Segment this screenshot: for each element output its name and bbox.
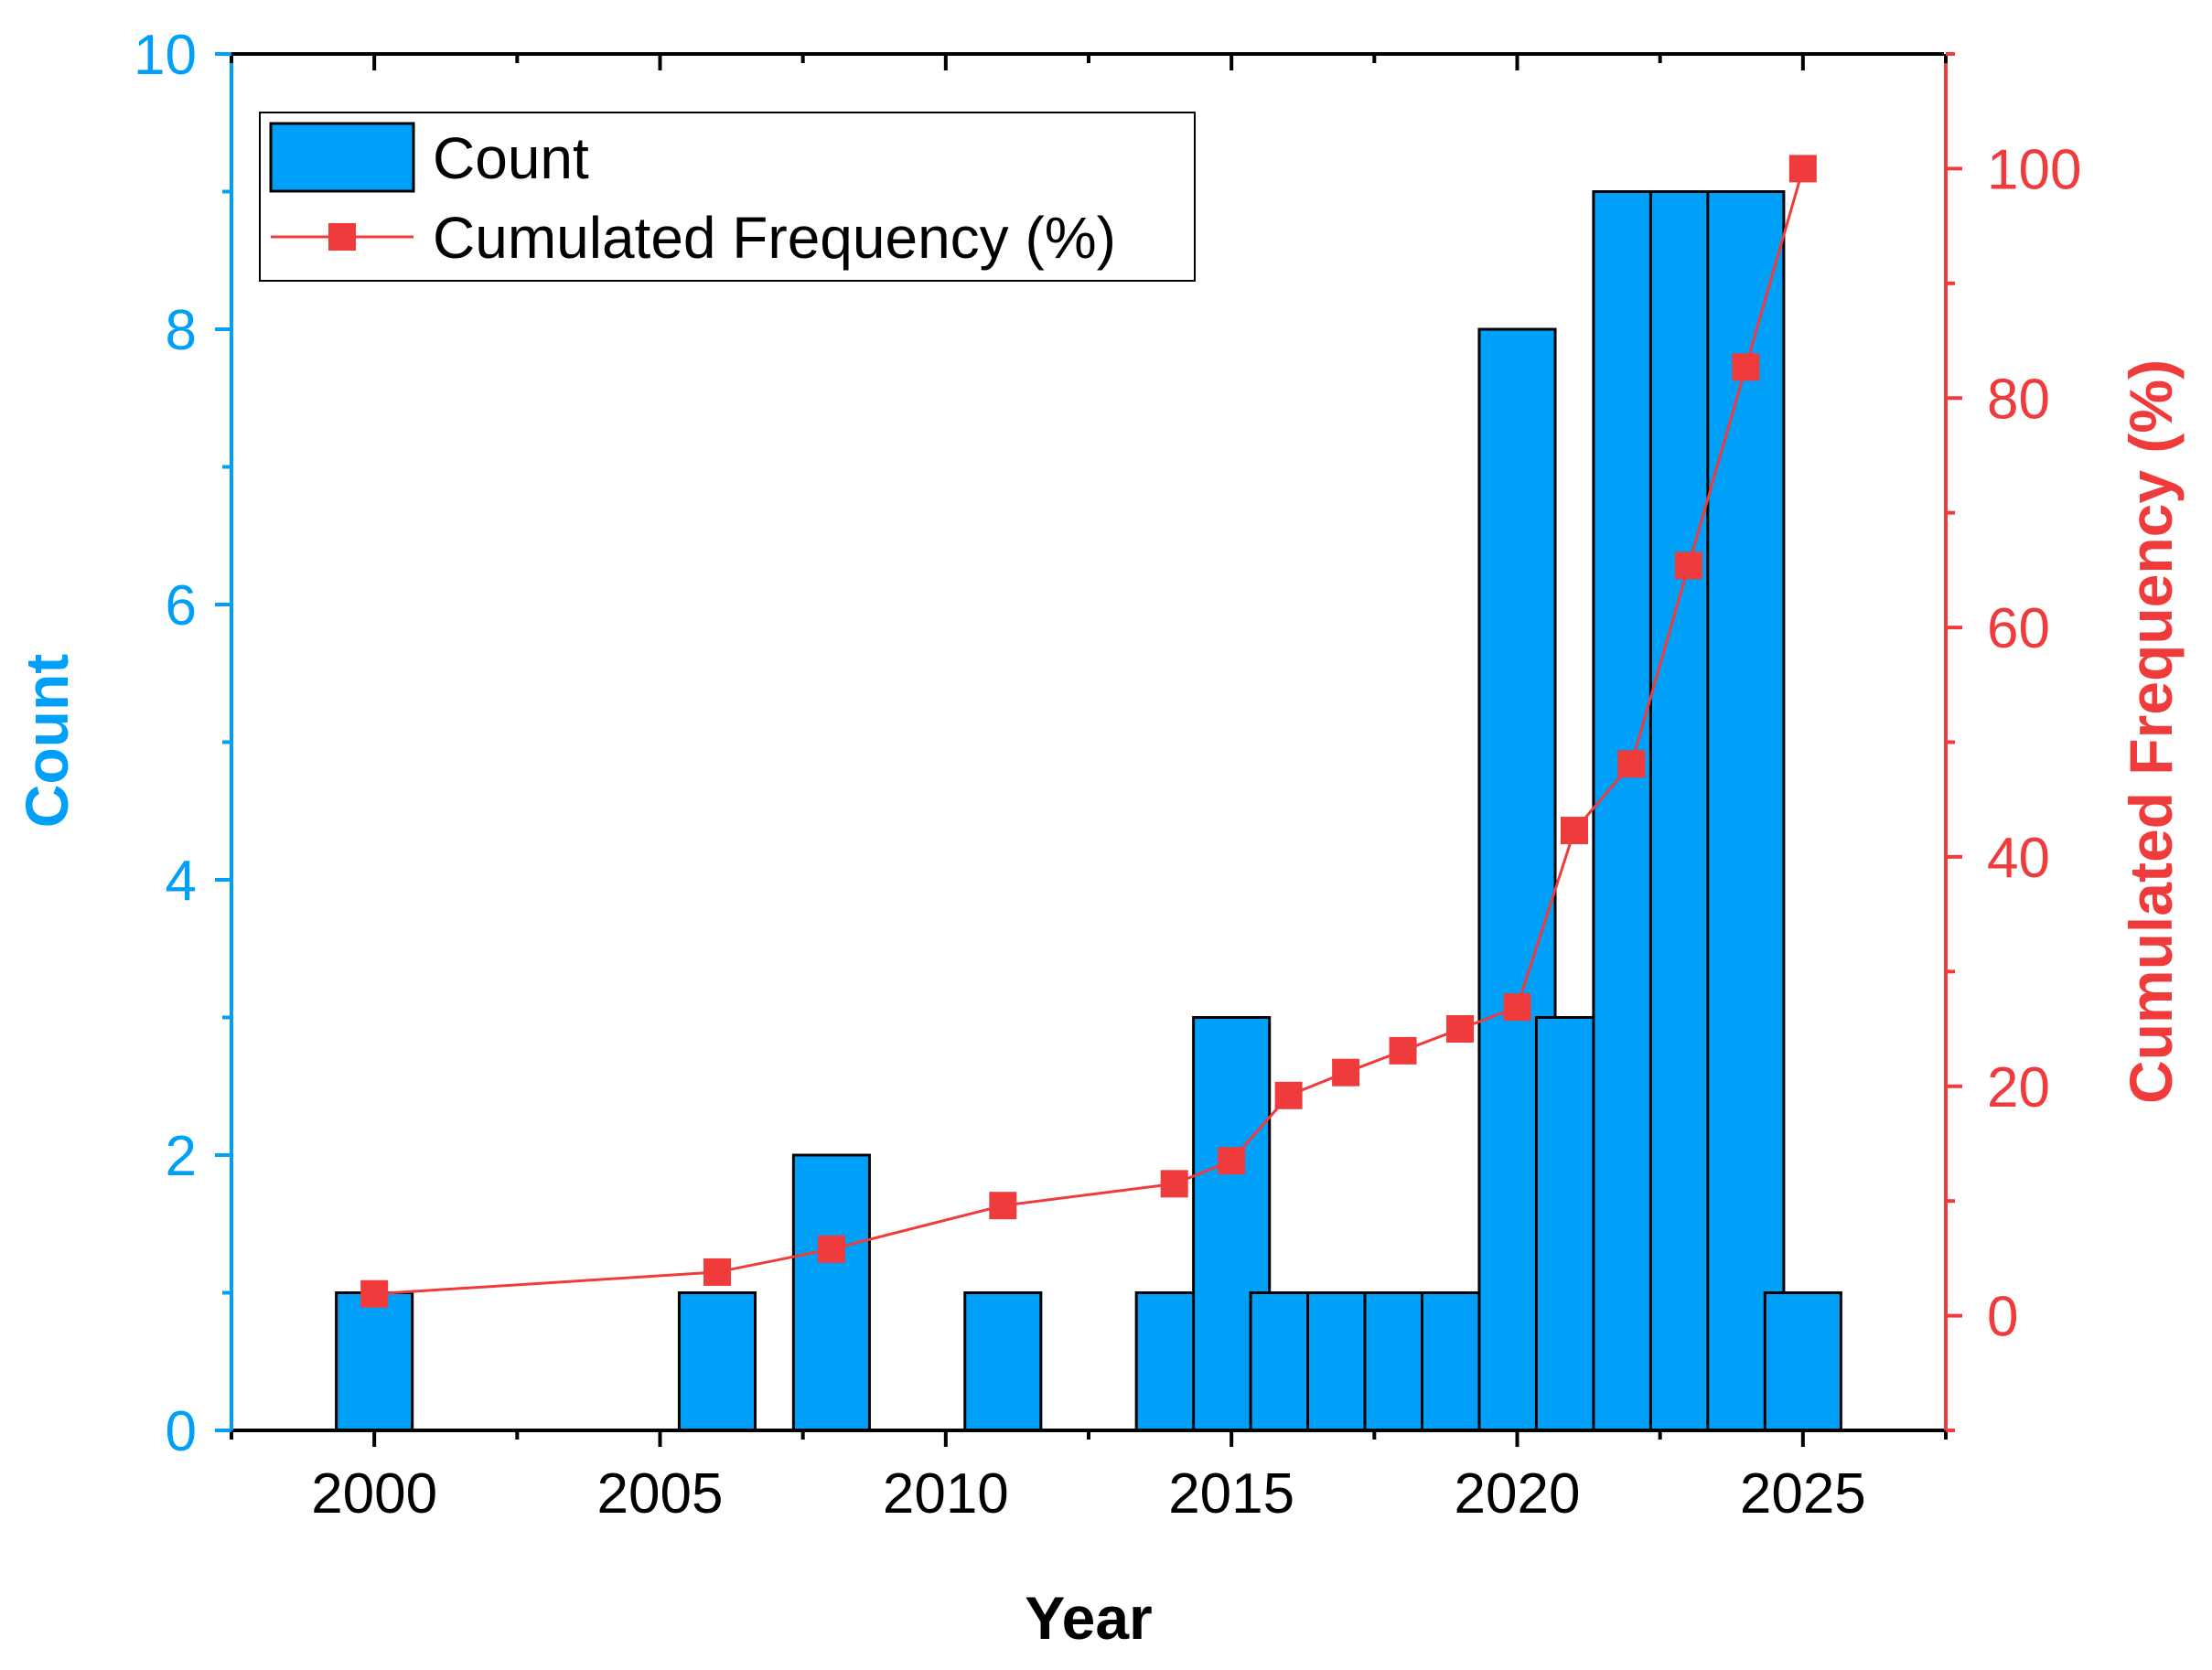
y-axis-title-right: Cumulated Frequency (%) [2117, 359, 2185, 1104]
cumulated-point-2018 [1389, 1036, 1417, 1065]
x-tick-label: 2015 [1168, 1462, 1294, 1525]
x-tick-label: 2025 [1740, 1462, 1866, 1525]
cumulated-point-2017 [1332, 1058, 1360, 1087]
count-bar-2025 [1763, 1291, 1842, 1432]
cumulated-point-2000 [360, 1279, 389, 1308]
legend: Count Cumulated Frequency (%) [259, 112, 1196, 282]
legend-count-label: Count [433, 125, 589, 191]
x-tick-label: 2020 [1455, 1462, 1581, 1525]
y-tick-label-left: 8 [166, 299, 197, 362]
y-tick-label-left: 6 [166, 574, 197, 637]
y-tick-label-right: 20 [1987, 1056, 2050, 1119]
y-axis-title-left: Count [13, 654, 81, 829]
cumulated-frequency-line [374, 168, 1805, 1296]
count-bars [335, 190, 1842, 1432]
y-tick-label-left: 10 [134, 24, 197, 87]
count-bar-2008 [791, 1153, 871, 1432]
cumulated-point-2022 [1617, 750, 1646, 778]
y-tick-label-left: 4 [166, 850, 197, 913]
cumulated-point-2020 [1503, 993, 1531, 1022]
cumulated-point-2023 [1674, 551, 1702, 580]
x-tick-label: 2010 [883, 1462, 1009, 1525]
legend-box [259, 112, 1196, 282]
count-bar-2006 [677, 1291, 757, 1432]
x-tick-label: 2005 [597, 1462, 724, 1525]
count-bar-2011 [963, 1291, 1043, 1432]
y-tick-label-right: 100 [1987, 138, 2081, 201]
cumulated-point-2008 [817, 1235, 845, 1263]
legend-count-swatch [269, 122, 415, 193]
legend-cumulated-marker [328, 223, 356, 251]
cumulated-point-2006 [703, 1258, 731, 1286]
x-tick-label: 2000 [311, 1462, 437, 1525]
y-tick-label-right: 60 [1987, 597, 2050, 660]
cumulated-point-2015 [1218, 1147, 1246, 1175]
y-tick-label-right: 80 [1987, 368, 2050, 431]
cumulated-point-2014 [1160, 1170, 1188, 1198]
cumulated-point-2024 [1732, 353, 1760, 381]
cumulated-point-2021 [1560, 817, 1588, 845]
cumulated-point-2011 [989, 1192, 1017, 1220]
count-bar-2024 [1706, 190, 1786, 1432]
y-tick-label-left: 0 [166, 1400, 197, 1463]
y-tick-label-left: 2 [166, 1125, 197, 1188]
y-tick-label-right: 0 [1987, 1286, 2018, 1349]
cumulated-point-2019 [1446, 1015, 1475, 1044]
axes: 2000 2005 2010 2015 2020 20250246810020406080… [134, 24, 2081, 1525]
count-bar-2000 [335, 1291, 414, 1432]
y-tick-label-right: 40 [1987, 827, 2050, 890]
x-axis-title: Year [1025, 1584, 1152, 1652]
cumulated-frequency-series [360, 155, 1817, 1308]
cumulated-point-2025 [1788, 155, 1817, 183]
legend-cumulated-label: Cumulated Frequency (%) [433, 205, 1116, 271]
cumulated-point-2016 [1274, 1081, 1303, 1109]
